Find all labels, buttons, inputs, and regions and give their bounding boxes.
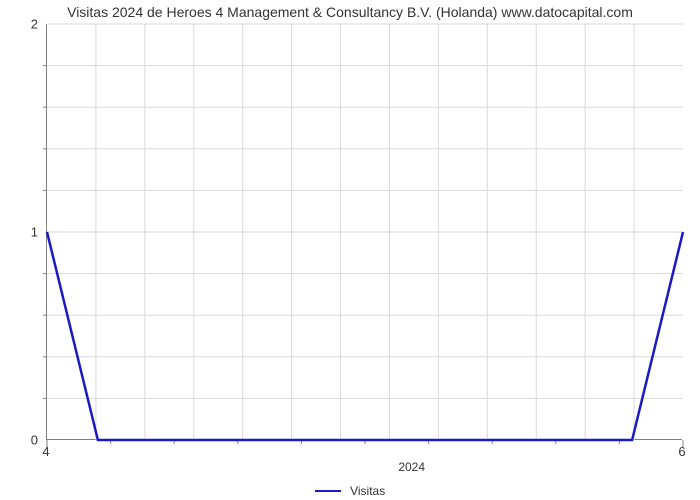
chart-container: Visitas 2024 de Heroes 4 Management & Co… <box>0 0 700 500</box>
y-tick-label: 2 <box>8 17 38 32</box>
plot-svg <box>47 24 683 440</box>
plot-area <box>46 24 682 440</box>
legend-swatch <box>315 490 341 492</box>
y-tick-label: 0 <box>8 433 38 448</box>
x-tick-label: 6 <box>678 444 685 459</box>
legend: Visitas <box>0 483 700 498</box>
chart-title: Visitas 2024 de Heroes 4 Management & Co… <box>0 4 700 20</box>
legend-label: Visitas <box>350 484 385 498</box>
x-sub-label: 2024 <box>398 460 425 474</box>
x-tick-label: 4 <box>42 444 49 459</box>
y-tick-label: 1 <box>8 225 38 240</box>
